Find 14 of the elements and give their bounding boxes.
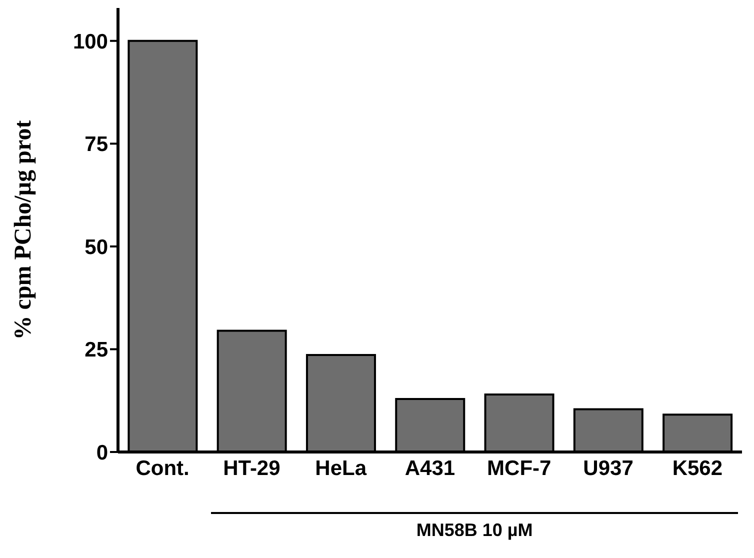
x-tick-label: HT-29 xyxy=(223,456,280,480)
x-tick-label: Cont. xyxy=(136,456,190,480)
y-axis-title: % cpm PCho/µg prot xyxy=(10,120,37,340)
y-tick-label: 50 xyxy=(84,236,108,259)
x-tick-label: MCF-7 xyxy=(487,456,552,480)
x-tick-label: K562 xyxy=(672,456,723,480)
x-tick-label: A431 xyxy=(404,456,456,480)
y-tick-label: 75 xyxy=(84,133,108,156)
text: MN58B 10 µM xyxy=(415,520,534,541)
x-tick-label: HeLa xyxy=(315,456,367,480)
y-tick-label: 0 xyxy=(96,441,108,464)
y-tick-label: 25 xyxy=(84,338,108,362)
x-tick-label: U937 xyxy=(583,456,634,480)
y-tick-label: 100 xyxy=(72,30,108,54)
